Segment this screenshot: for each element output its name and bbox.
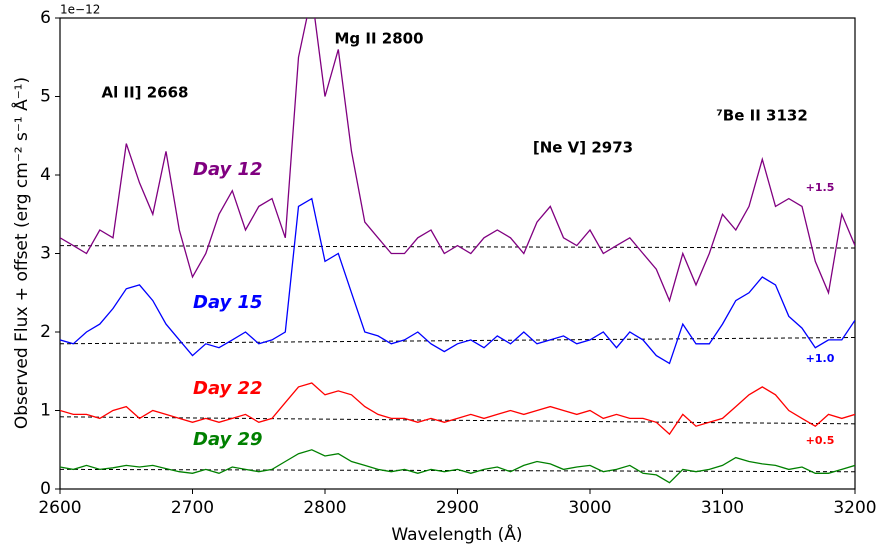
y-scale-label: 1e−12 xyxy=(60,3,100,17)
x-tick-label: 3200 xyxy=(833,498,876,518)
offset-label: +1.0 xyxy=(806,352,835,365)
line-annotation: Mg II 2800 xyxy=(334,30,423,48)
y-tick-label: 5 xyxy=(40,87,51,107)
y-tick-label: 0 xyxy=(40,479,51,499)
y-tick-label: 4 xyxy=(40,165,51,185)
offset-label: +1.5 xyxy=(806,181,835,194)
series-label: Day 29 xyxy=(193,429,263,450)
series-label: Day 22 xyxy=(193,378,263,399)
x-tick-label: 2900 xyxy=(436,498,479,518)
x-tick-label: 3100 xyxy=(701,498,744,518)
y-axis-label: Observed Flux + offset (erg cm⁻² s⁻¹ Å⁻¹… xyxy=(10,77,32,429)
offset-label: +0.5 xyxy=(806,434,835,447)
x-tick-label: 2800 xyxy=(303,498,346,518)
x-axis-label: Wavelength (Å) xyxy=(391,523,522,545)
x-tick-label: 2600 xyxy=(38,498,81,518)
y-tick-label: 3 xyxy=(40,244,51,264)
y-tick-label: 6 xyxy=(40,8,51,28)
y-tick-label: 1 xyxy=(40,401,51,421)
line-annotation: ⁷Be II 3132 xyxy=(716,107,808,125)
line-annotation: [Ne V] 2973 xyxy=(533,139,633,157)
x-tick-label: 2700 xyxy=(171,498,214,518)
spectrum-line xyxy=(60,382,855,436)
line-annotation: Al II] 2668 xyxy=(102,84,189,102)
spectrum-line xyxy=(60,18,855,303)
x-tick-label: 3000 xyxy=(568,498,611,518)
spectrum-line xyxy=(60,197,855,365)
y-tick-label: 2 xyxy=(40,322,51,342)
spectrum-line xyxy=(60,449,855,484)
series-label: Day 15 xyxy=(193,292,263,313)
series-label: Day 12 xyxy=(193,159,263,180)
